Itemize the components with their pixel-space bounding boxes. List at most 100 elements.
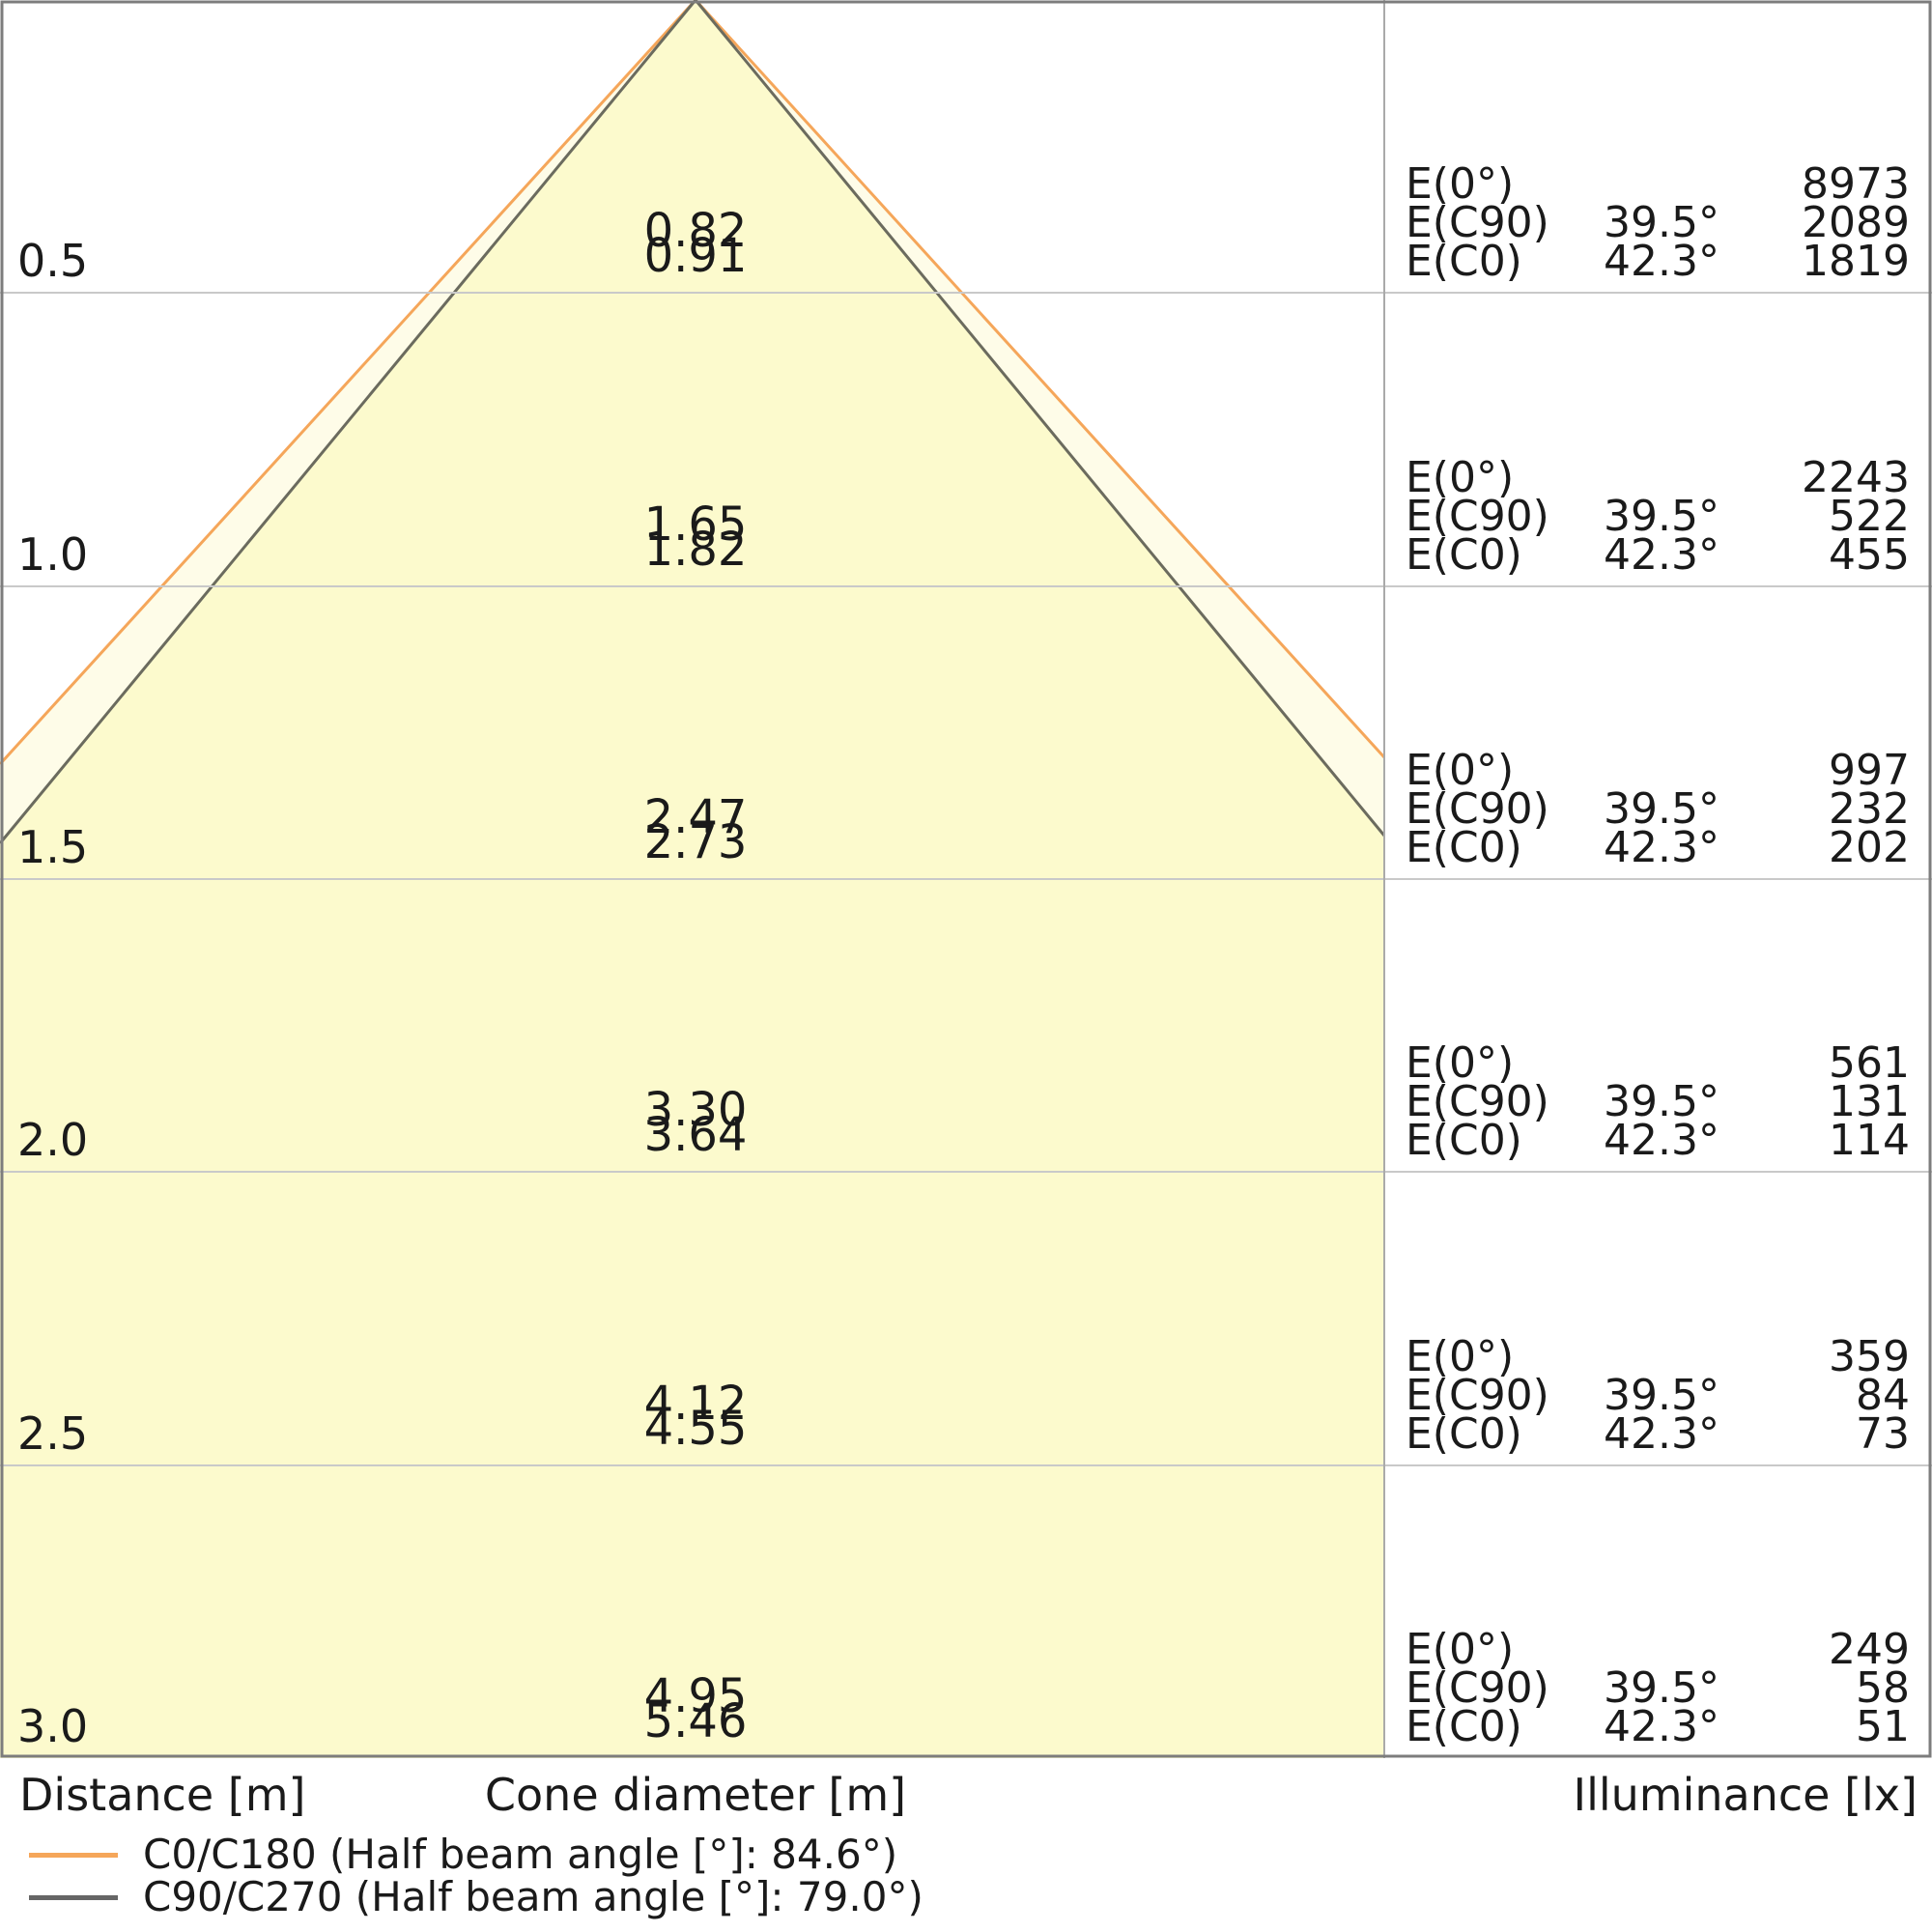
illuminance-block: E(0°) 359 E(C90) 39.5° 84 E(C0) 42.3° 73 [1406,1331,1910,1459]
ec90-label: E(C90) [1406,491,1549,541]
cone-diameter-c90: 4.12 [643,1376,748,1431]
illuminance-row-e0: E(0°) 561 [1406,1038,1910,1089]
e0-value: 249 [1829,1624,1910,1674]
ec0-label: E(C0) [1406,1701,1522,1751]
ec0-value: 114 [1829,1116,1910,1166]
illuminance-row-ec90: E(C90) 39.5° 131 [1406,1077,1910,1127]
ec0-value: 1819 [1802,237,1910,287]
band-2.0m: 2.0 3.30 3.64 E(0°) 561 E(C90) 39.5° 131… [0,879,1932,1172]
cone-diameter-c0: 1.82 [643,522,748,577]
e0-value: 359 [1829,1331,1910,1381]
ec90-label: E(C90) [1406,198,1549,248]
legend-line-c0-c180-icon [29,1852,118,1858]
illuminance-row-ec90: E(C90) 39.5° 232 [1406,783,1910,834]
cone-diameter-c90: 2.47 [643,789,748,844]
illuminance-block: E(0°) 997 E(C90) 39.5° 232 E(C0) 42.3° 2… [1406,745,1910,872]
illuminance-row-e0: E(0°) 8973 [1406,159,1910,210]
chart-border [0,0,1932,1758]
distance-tick-label: 1.5 [17,820,89,873]
e0-value: 561 [1829,1038,1910,1089]
cone-diameter-c0: 0.91 [643,229,748,284]
ec90-angle: 39.5° [1604,198,1719,248]
illuminance-row-e0: E(0°) 2243 [1406,452,1910,502]
illuminance-row-ec90: E(C90) 39.5° 58 [1406,1662,1910,1713]
illuminance-axis-label: Illuminance [lx] [1573,1769,1918,1821]
ec90-value: 232 [1829,783,1910,834]
illuminance-block: E(0°) 2243 E(C90) 39.5° 522 E(C0) 42.3° … [1406,452,1910,580]
ec90-angle: 39.5° [1604,1662,1719,1713]
ec90-angle: 39.5° [1604,1370,1719,1420]
ec0-angle: 42.3° [1604,1701,1719,1751]
illuminance-row-ec0: E(C0) 42.3° 114 [1406,1116,1910,1166]
cone-diameter-c0: 5.46 [643,1693,748,1748]
ec0-value: 73 [1856,1408,1910,1459]
ec0-angle: 42.3° [1604,1408,1719,1459]
cone-line-c90-c270 [0,0,1386,844]
cone-diameter-c0: 3.64 [643,1108,748,1163]
illuminance-row-e0: E(0°) 997 [1406,745,1910,795]
e0-value: 8973 [1802,159,1910,210]
ec0-value: 51 [1856,1701,1910,1751]
distance-tick-label: 3.0 [17,1699,89,1752]
cone-diameter-c90: 4.95 [643,1668,748,1723]
ec0-angle: 42.3° [1604,1116,1719,1166]
e0-label: E(0°) [1406,1331,1515,1381]
legend-label-c0-c180: C0/C180 (Half beam angle [°]: 84.6°) [143,1831,898,1878]
ec0-label: E(C0) [1406,822,1522,872]
ec90-value: 2089 [1802,198,1910,248]
ec90-value: 131 [1829,1077,1910,1127]
ec0-label: E(C0) [1406,237,1522,287]
e0-value: 997 [1829,745,1910,795]
illuminance-row-ec0: E(C0) 42.3° 51 [1406,1701,1910,1751]
ec0-label: E(C0) [1406,1408,1522,1459]
cone-diameter-axis-label: Cone diameter [m] [484,1769,907,1821]
illuminance-block: E(0°) 561 E(C90) 39.5° 131 E(C0) 42.3° 1… [1406,1038,1910,1166]
ec90-angle: 39.5° [1604,1077,1719,1127]
ec90-label: E(C90) [1406,783,1549,834]
band-3.0m: 3.0 4.95 5.46 E(0°) 249 E(C90) 39.5° 58 … [0,1465,1932,1758]
illuminance-block: E(0°) 249 E(C90) 39.5° 58 E(C0) 42.3° 51 [1406,1624,1910,1751]
ec90-label: E(C90) [1406,1077,1549,1127]
cone-diameter-c90: 1.65 [643,497,748,552]
band-0.5m: 0.5 0.82 0.91 E(0°) 8973 E(C90) 39.5° 20… [0,0,1932,293]
cone-diameter-values: 2.47 2.73 [644,794,748,866]
e0-value: 2243 [1802,452,1910,502]
illuminance-row-ec0: E(C0) 42.3° 455 [1406,529,1910,580]
cone-diameter-c0: 4.55 [643,1401,748,1456]
ec0-value: 202 [1829,822,1910,872]
illuminance-row-ec90: E(C90) 39.5° 84 [1406,1370,1910,1420]
legend-line-c90-c270-icon [29,1894,118,1900]
cone-diameter-values: 0.82 0.91 [644,208,748,279]
cone-diameter-values: 4.12 4.55 [644,1380,748,1452]
axis-captions: Distance [m] Cone diameter [m] Illuminan… [0,1770,1932,1820]
e0-label: E(0°) [1406,1624,1515,1674]
ec90-angle: 39.5° [1604,783,1719,834]
cone-diameter-values: 4.95 5.46 [644,1673,748,1745]
legend-item-c90-c270: C90/C270 (Half beam angle [°]: 79.0°) [29,1876,923,1918]
cone-chart-canvas [0,0,1932,1758]
ec90-label: E(C90) [1406,1370,1549,1420]
cone-diameter-c0: 2.73 [643,814,748,869]
cone-diameter-values: 3.30 3.64 [644,1087,748,1158]
e0-label: E(0°) [1406,1038,1515,1089]
e0-label: E(0°) [1406,452,1515,502]
distance-bands: 0.5 0.82 0.91 E(0°) 8973 E(C90) 39.5° 20… [0,0,1932,1758]
cone-diameter-values: 1.65 1.82 [644,501,748,573]
ec90-value: 522 [1829,491,1910,541]
distance-tick-label: 2.0 [17,1114,89,1167]
band-2.5m: 2.5 4.12 4.55 E(0°) 359 E(C90) 39.5° 84 … [0,1172,1932,1464]
distance-tick-label: 1.0 [17,527,89,581]
illuminance-row-ec0: E(C0) 42.3° 1819 [1406,237,1910,287]
distance-axis-label: Distance [m] [19,1769,306,1821]
legend-label-c90-c270: C90/C270 (Half beam angle [°]: 79.0°) [143,1873,923,1920]
distance-tick-label: 0.5 [17,235,89,288]
illuminance-block: E(0°) 8973 E(C90) 39.5° 2089 E(C0) 42.3°… [1406,159,1910,287]
ec0-label: E(C0) [1406,529,1522,580]
illuminance-row-ec0: E(C0) 42.3° 202 [1406,822,1910,872]
illuminance-row-ec90: E(C90) 39.5° 522 [1406,491,1910,541]
illuminance-row-ec90: E(C90) 39.5° 2089 [1406,198,1910,248]
e0-label: E(0°) [1406,745,1515,795]
ec0-value: 455 [1829,529,1910,580]
cone-diameter-c90: 3.30 [643,1083,748,1138]
ec90-value: 84 [1856,1370,1910,1420]
